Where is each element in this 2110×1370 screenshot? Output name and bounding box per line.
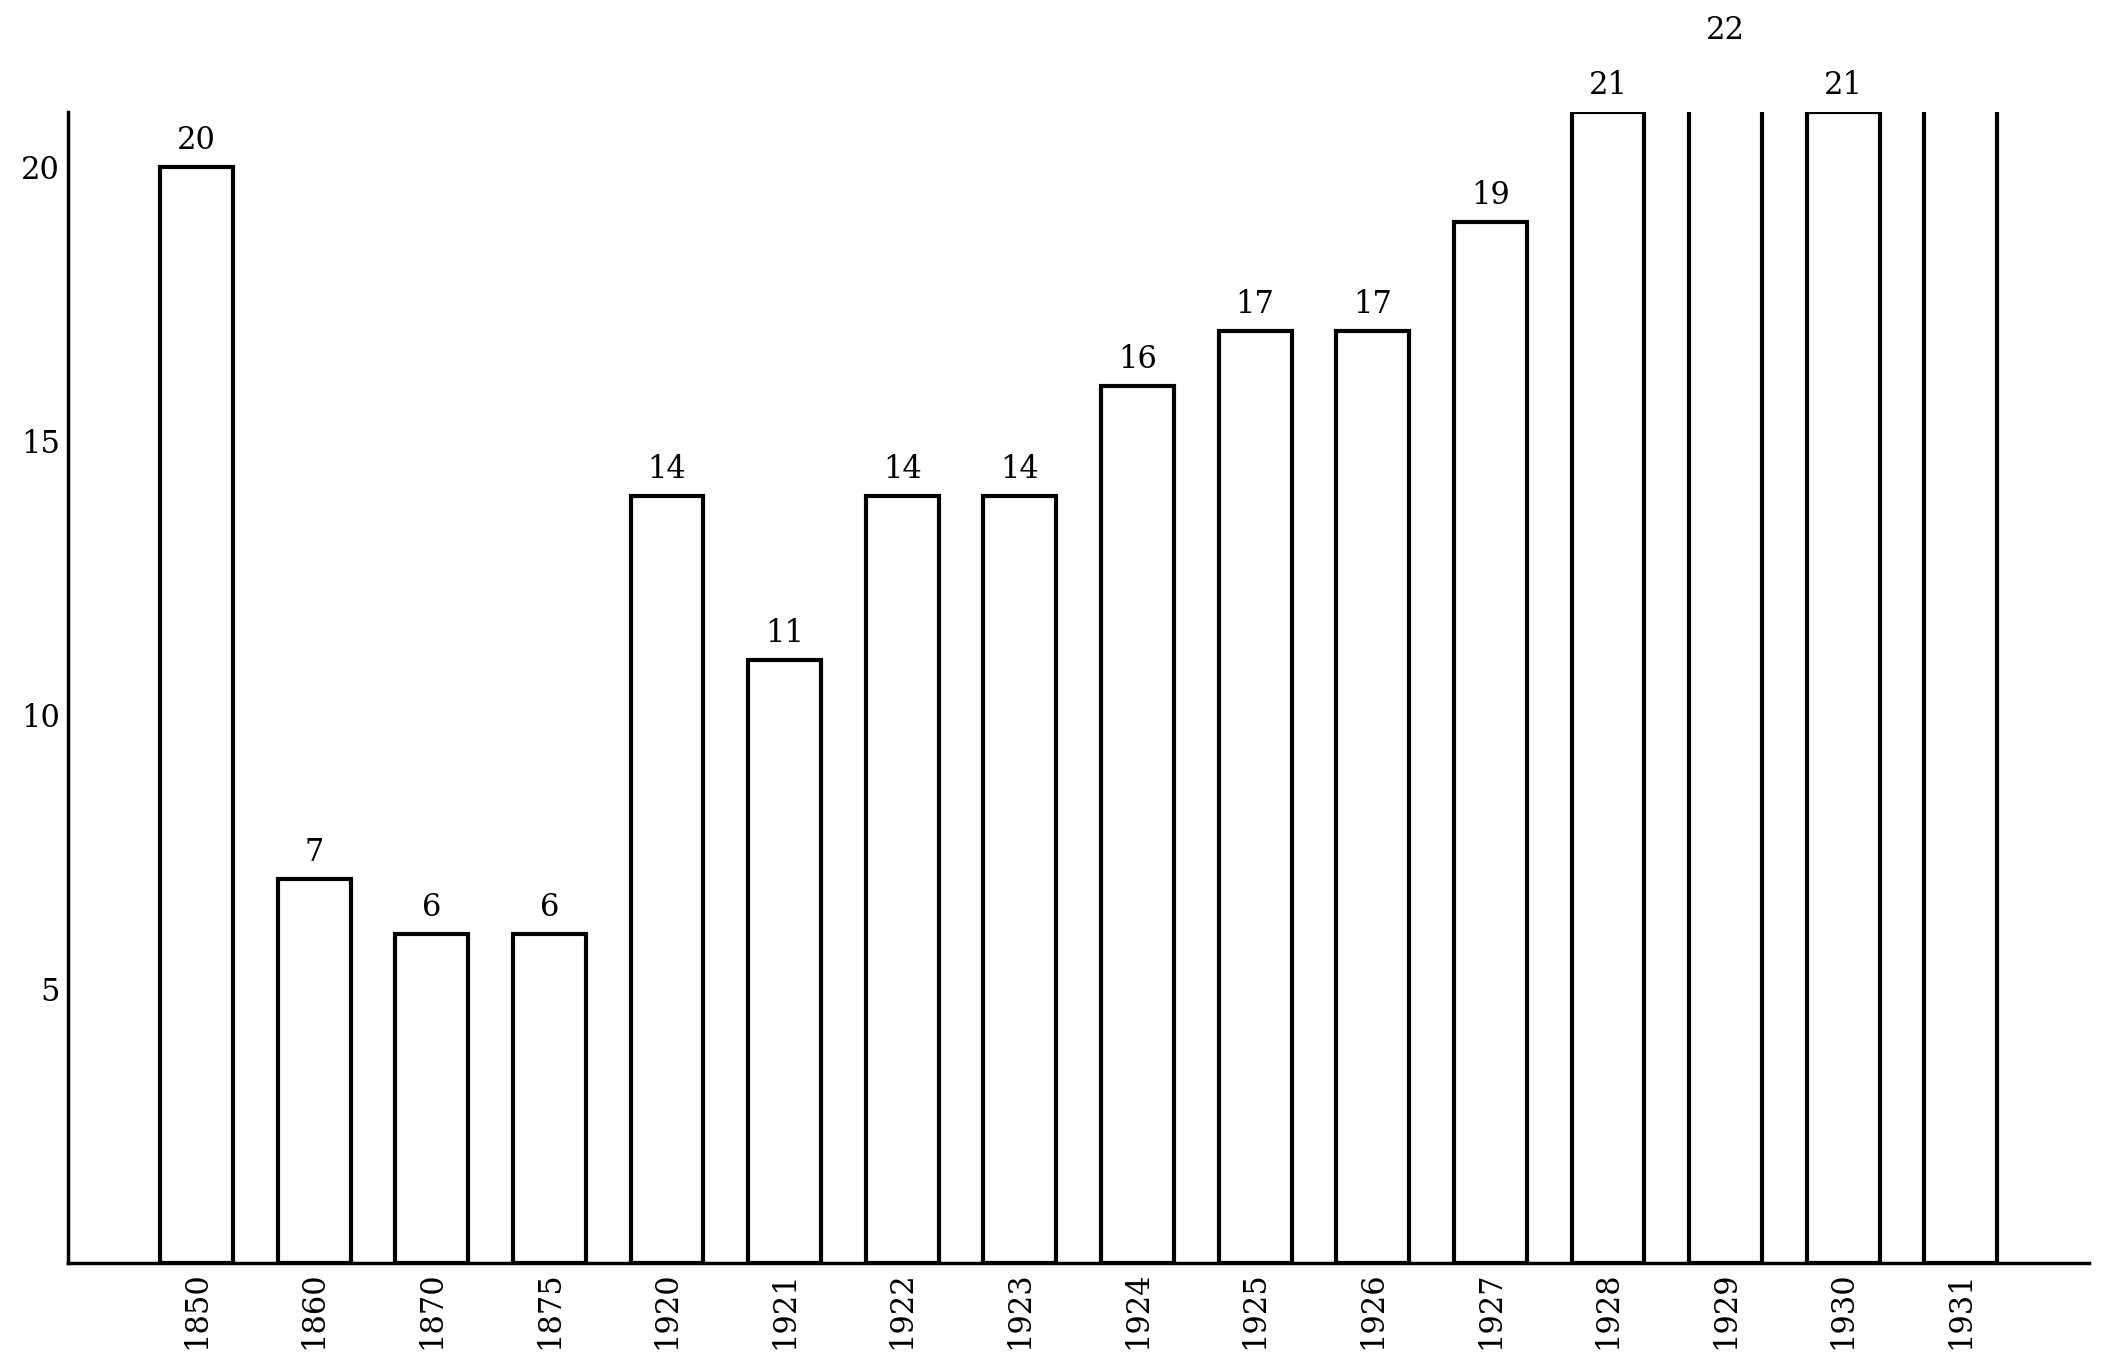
Bar bbox=[1336, 332, 1409, 1263]
Bar bbox=[1454, 222, 1528, 1263]
Text: 17: 17 bbox=[1236, 289, 1274, 321]
Text: 17: 17 bbox=[1353, 289, 1393, 321]
Text: 7: 7 bbox=[304, 837, 323, 869]
Bar bbox=[1572, 112, 1644, 1263]
Text: 22: 22 bbox=[1707, 15, 1745, 47]
Bar bbox=[395, 934, 468, 1263]
Bar bbox=[1220, 332, 1291, 1263]
Text: 16: 16 bbox=[1118, 344, 1156, 375]
Text: 21: 21 bbox=[1589, 70, 1627, 101]
Bar bbox=[160, 167, 232, 1263]
Text: 19: 19 bbox=[1471, 179, 1511, 211]
Text: 6: 6 bbox=[422, 892, 441, 923]
Text: 14: 14 bbox=[1000, 453, 1040, 485]
Bar bbox=[279, 880, 350, 1263]
Bar bbox=[983, 496, 1057, 1263]
Text: 20: 20 bbox=[177, 125, 215, 156]
Text: 11: 11 bbox=[766, 618, 804, 649]
Bar bbox=[513, 934, 587, 1263]
Text: 6: 6 bbox=[540, 892, 559, 923]
Bar bbox=[1101, 386, 1173, 1263]
Bar bbox=[865, 496, 939, 1263]
Text: 14: 14 bbox=[882, 453, 922, 485]
Bar bbox=[1806, 112, 1880, 1263]
Bar bbox=[1690, 58, 1762, 1263]
Bar bbox=[749, 660, 821, 1263]
Bar bbox=[631, 496, 703, 1263]
Text: 21: 21 bbox=[1823, 70, 1863, 101]
Bar bbox=[1924, 0, 1998, 1263]
Text: 14: 14 bbox=[648, 453, 686, 485]
